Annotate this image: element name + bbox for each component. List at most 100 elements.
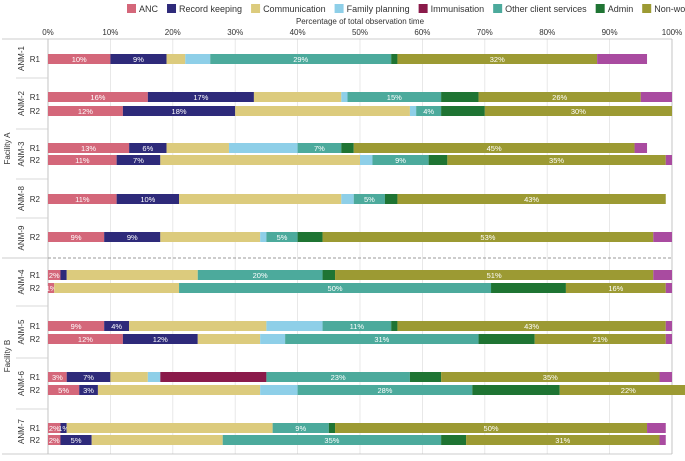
anm-label: ANM-5	[17, 319, 26, 344]
round-label: R1	[30, 322, 41, 331]
bar-segment-other-client-services	[197, 270, 323, 280]
bar-segment-other-client-services	[297, 385, 473, 395]
anm-label: ANM-4	[17, 269, 26, 294]
round-label: R2	[30, 156, 41, 165]
bar-segment-other-client-services	[210, 54, 392, 64]
bar-segment-non-work	[466, 435, 660, 445]
bar-segment-admin	[441, 92, 479, 102]
bar-segment-other-client-services	[179, 283, 492, 293]
bar-segment-record-keeping	[122, 106, 236, 116]
bar-segment-anc	[48, 423, 61, 433]
bar-segment-communication	[179, 194, 342, 204]
data-label: 11%	[75, 156, 90, 165]
bar-segment-non-work	[397, 321, 666, 331]
round-label: R2	[30, 386, 41, 395]
data-label: 10%	[140, 195, 155, 204]
data-label: 43%	[524, 322, 539, 331]
data-label: 51%	[487, 271, 502, 280]
data-label: 35%	[549, 156, 564, 165]
bar-segment-out-of-sight	[665, 155, 672, 165]
legend-label-4: Immunisation	[431, 4, 485, 14]
bar-segment-non-work	[484, 106, 672, 116]
bar-segment-anc	[48, 155, 117, 165]
x-tick-label: 10%	[102, 28, 118, 37]
data-label: 9%	[127, 233, 138, 242]
data-label: 7%	[314, 144, 325, 153]
x-tick-label: 0%	[42, 28, 54, 37]
legend-swatch-5	[493, 4, 503, 13]
data-label: 2%	[49, 271, 60, 280]
bar-segment-anc	[48, 143, 130, 153]
anm-label: ANM-1	[17, 46, 26, 71]
round-label: R1	[30, 373, 41, 382]
bar-segment-other-client-services	[285, 334, 479, 344]
bar-segment-admin	[341, 143, 354, 153]
bar-segment-family-planning	[409, 106, 417, 116]
legend-label-2: Communication	[263, 4, 326, 14]
bar-segment-record-keeping	[79, 385, 98, 395]
bar-segment-non-work	[322, 232, 654, 242]
legend-label-3: Family planning	[347, 4, 410, 14]
round-label: R1	[30, 93, 41, 102]
x-tick-label: 30%	[227, 28, 243, 37]
x-tick-label: 70%	[477, 28, 493, 37]
bar-segment-other-client-services	[322, 321, 392, 331]
bar-segment-admin	[428, 155, 448, 165]
data-label: 50%	[328, 284, 343, 293]
anm-label: ANM-2	[17, 91, 26, 116]
bar-segment-other-client-services	[347, 92, 442, 102]
x-tick-label: 90%	[602, 28, 618, 37]
legend-swatch-4	[418, 4, 428, 13]
bar-segment-family-planning	[228, 143, 298, 153]
bar-segment-out-of-sight	[634, 143, 648, 153]
data-label: 5%	[277, 233, 288, 242]
x-tick-label: 20%	[165, 28, 181, 37]
legend-swatch-3	[334, 4, 344, 13]
x-axis-label: Percentage of total observation time	[296, 17, 425, 26]
bar-segment-non-work	[397, 54, 598, 64]
bar-segment-admin	[409, 372, 442, 382]
bar-segment-non-work	[335, 270, 654, 280]
data-label: 11%	[350, 322, 365, 331]
bar-segment-admin	[491, 283, 566, 293]
bar-segment-admin	[328, 423, 336, 433]
legend-swatch-1	[167, 4, 177, 13]
data-label: 9%	[71, 322, 82, 331]
data-label: 9%	[133, 55, 144, 64]
legend-swatch-2	[251, 4, 261, 13]
bar-segment-admin	[384, 194, 398, 204]
legend-label-5: Other client services	[505, 4, 587, 14]
data-label: 7%	[83, 373, 94, 382]
data-label: 9%	[395, 156, 406, 165]
bar-segment-non-work	[447, 155, 666, 165]
data-label: 4%	[423, 107, 434, 116]
anm-label: ANM-8	[17, 186, 26, 211]
round-label: R2	[30, 233, 41, 242]
data-label: 29%	[293, 55, 308, 64]
bar-segment-other-client-services	[416, 106, 442, 116]
bar-segment-non-work	[478, 92, 641, 102]
data-label: 3%	[83, 386, 94, 395]
round-label: R2	[30, 195, 41, 204]
bar-segment-anc	[48, 194, 117, 204]
bar-segment-anc	[48, 232, 105, 242]
legend-swatch-0	[127, 4, 136, 13]
data-label: 5%	[71, 436, 82, 445]
bar-segment-record-keeping	[122, 334, 198, 344]
data-label: 50%	[484, 424, 499, 433]
bar-segment-admin	[472, 385, 560, 395]
data-label: 7%	[133, 156, 144, 165]
data-label: 13%	[81, 144, 96, 153]
anm-label: ANM-7	[17, 419, 26, 444]
bar-segment-record-keeping	[110, 54, 167, 64]
data-label: 5%	[364, 195, 375, 204]
bar-segment-record-keeping	[104, 321, 130, 331]
bar-segment-communication	[166, 54, 186, 64]
round-label: R1	[30, 144, 41, 153]
data-label: 31%	[555, 436, 570, 445]
x-tick-label: 50%	[352, 28, 368, 37]
data-label: 5%	[58, 386, 69, 395]
bar-segment-record-keeping	[129, 143, 167, 153]
bar-segment-non-work	[335, 423, 648, 433]
